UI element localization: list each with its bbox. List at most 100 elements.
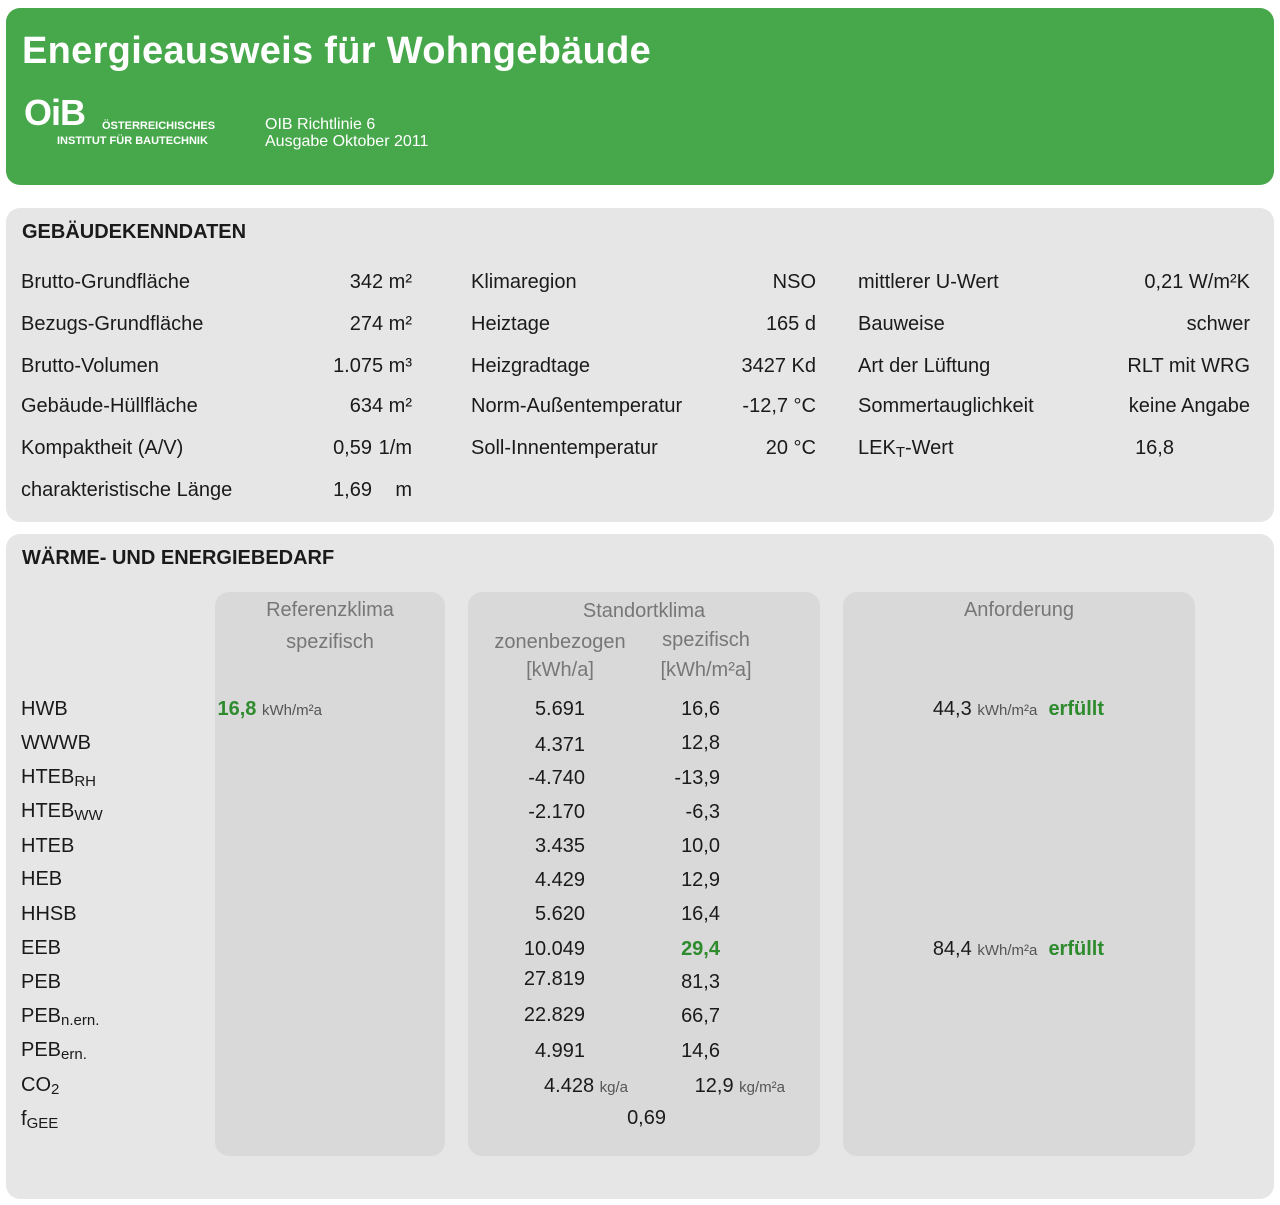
- summer-suitability-label: Sommertauglichkeit: [858, 395, 1034, 417]
- guideline-edition: Ausgabe Oktober 2011: [265, 133, 429, 150]
- guideline-name: OIB Richtlinie 6: [265, 116, 376, 133]
- reference-climate-subheading: spezifisch: [286, 631, 374, 653]
- site-climate-heading: Standortklima: [582, 600, 706, 622]
- construction-type-label: Bauweise: [858, 313, 945, 335]
- reference-floor-area-value: 274 m²: [349, 313, 412, 335]
- logo-mark: OiB: [24, 92, 86, 133]
- row-label-hwb: HWB: [21, 698, 68, 720]
- energy-demand-heading: WÄRME- UND ENERGIEBEDARF: [22, 547, 335, 569]
- specific-value: 16,6: [681, 698, 720, 720]
- heating-degree-days-value: 3427 Kd: [741, 355, 816, 377]
- ventilation-type-value: RLT mit WRG: [1127, 355, 1250, 377]
- specific-value: 10,0: [681, 835, 720, 857]
- page-title: Energieausweis für Wohngebäude: [22, 30, 652, 72]
- zone-value: 5.620: [534, 903, 585, 925]
- fgee-value: 0,69: [627, 1107, 666, 1129]
- specific-unit: [kWh/m²a]: [660, 659, 752, 681]
- logo-line-1: ÖSTERREICHISCHES: [102, 120, 216, 132]
- ventilation-type-label: Art der Lüftung: [858, 355, 991, 377]
- specific-value-eeb: 29,4: [681, 938, 720, 960]
- design-outdoor-temp-value: -12,7 °C: [742, 395, 816, 417]
- gross-volume-label: Brutto-Volumen: [21, 355, 159, 377]
- guideline-info: OIB Richtlinie 6 Ausgabe Oktober 2011: [265, 116, 428, 150]
- specific-value: 66,7: [681, 1005, 720, 1027]
- envelope-area-value: 634 m²: [349, 395, 412, 417]
- requirement-heading: Anforderung: [963, 599, 1075, 621]
- specific-value: -13,9: [674, 767, 720, 789]
- characteristic-length-unit: m: [395, 479, 412, 501]
- specific-value: 14,6: [681, 1040, 720, 1062]
- requirement-column: [843, 592, 1195, 1156]
- lekt-value-value: 16,8: [1135, 437, 1174, 459]
- row-label-hteb-rh: HTEBRH: [21, 766, 97, 790]
- climate-region-label: Klimaregion: [471, 271, 577, 293]
- zone-value: 10.049: [523, 938, 585, 960]
- row-label-heb: HEB: [21, 868, 63, 890]
- mean-u-value-value: 0,21 W/m²K: [1144, 271, 1250, 293]
- heating-degree-days-label: Heizgradtage: [471, 355, 590, 377]
- zone-value: -2.170: [528, 801, 585, 823]
- row-label-peb-ern: PEBern.: [21, 1039, 87, 1063]
- design-outdoor-temp-label: Norm-Außentemperatur: [471, 395, 683, 417]
- heating-days-value: 165 d: [765, 313, 816, 335]
- specific-value: 12,9: [681, 869, 720, 891]
- zone-value: 27.819: [523, 968, 585, 990]
- header-banner: Energieausweis für Wohngebäude OiB ÖSTER…: [6, 8, 1274, 185]
- specific-heading: spezifisch: [662, 629, 750, 651]
- target-indoor-temp-label: Soll-Innentemperatur: [471, 437, 658, 459]
- zone-value-co2: 4.428 kg/a: [544, 1075, 628, 1097]
- row-label-peb: PEB: [21, 971, 62, 993]
- row-label-hhsb: HHSB: [21, 903, 77, 925]
- specific-value: 12,8: [681, 732, 720, 754]
- zone-related-heading: zonenbezogen: [494, 631, 626, 653]
- compactness-label: Kompaktheit (A/V): [21, 437, 184, 459]
- row-label-wwwb: WWWB: [21, 732, 91, 754]
- gross-volume-value: 1.075 m³: [333, 355, 412, 377]
- specific-value: 81,3: [681, 971, 720, 993]
- gross-floor-area-value: 342 m²: [349, 271, 412, 293]
- building-data-heading: GEBÄUDEKENNDATEN: [22, 221, 247, 243]
- zone-value: 5.691: [534, 698, 585, 720]
- zone-value: 4.991: [534, 1040, 585, 1062]
- summer-suitability-value: keine Angabe: [1128, 395, 1250, 417]
- characteristic-length-label: charakteristische Länge: [21, 479, 233, 501]
- logo-line-2: INSTITUT FÜR BAUTECHNIK: [57, 135, 208, 147]
- specific-value: 16,4: [681, 903, 720, 925]
- compactness-value: 0,59: [333, 437, 372, 459]
- row-label-fgee: fGEE: [21, 1108, 59, 1132]
- zone-value: 4.429: [534, 869, 585, 891]
- mean-u-value-label: mittlerer U-Wert: [858, 271, 999, 293]
- zone-value: 3.435: [534, 835, 585, 857]
- reference-climate-heading: Referenzklima: [266, 599, 394, 621]
- building-data-panel: GEBÄUDEKENNDATEN Brutto-Grundfläche 342 …: [6, 208, 1274, 522]
- row-label-eeb: EEB: [21, 937, 62, 959]
- site-climate-column: [468, 592, 820, 1156]
- row-label-hteb-ww: HTEBWW: [21, 800, 103, 824]
- hwb-status: erfüllt: [1048, 698, 1104, 720]
- zone-value: -4.740: [528, 767, 585, 789]
- requirement-eeb: 84,4 kWh/m²a erfüllt: [932, 938, 1104, 960]
- envelope-area-label: Gebäude-Hüllfläche: [21, 395, 198, 417]
- lekt-value-label: LEKT-Wert: [858, 437, 954, 461]
- compactness-unit: 1/m: [378, 437, 412, 459]
- target-indoor-temp-value: 20 °C: [765, 437, 816, 459]
- oib-logo: OiB ÖSTERREICHISCHES INSTITUT FÜR BAUTEC…: [24, 92, 224, 150]
- zone-related-unit: [kWh/a]: [526, 659, 594, 681]
- construction-type-value: schwer: [1186, 313, 1250, 335]
- specific-value-co2: 12,9 kg/m²a: [694, 1075, 785, 1097]
- zone-value: 4.371: [534, 734, 585, 756]
- row-label-hteb: HTEB: [21, 835, 75, 857]
- reference-floor-area-label: Bezugs-Grundfläche: [21, 313, 204, 335]
- zone-value: 22.829: [523, 1004, 585, 1026]
- energy-demand-panel: WÄRME- UND ENERGIEBEDARF Referenzklima s…: [6, 534, 1274, 1199]
- climate-region-value: NSO: [772, 271, 816, 293]
- row-label-peb-n-ern: PEBn.ern.: [21, 1005, 100, 1029]
- specific-value: -6,3: [685, 801, 720, 823]
- reference-hwb-value: 16,8 kWh/m²a: [217, 698, 323, 720]
- eeb-status: erfüllt: [1048, 938, 1104, 960]
- reference-climate-column: [215, 592, 445, 1156]
- gross-floor-area-label: Brutto-Grundfläche: [21, 271, 190, 293]
- heating-days-label: Heiztage: [471, 313, 550, 335]
- requirement-hwb: 44,3 kWh/m²a erfüllt: [932, 698, 1104, 720]
- row-label-co2: CO2: [21, 1074, 60, 1098]
